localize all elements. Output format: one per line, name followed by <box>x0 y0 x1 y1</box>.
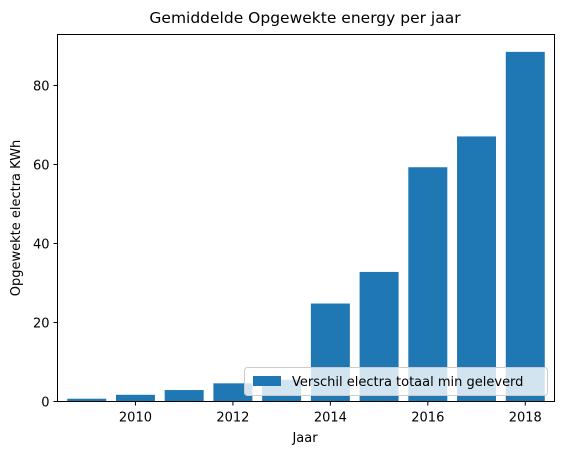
x-tick-label: 2016 <box>411 411 444 426</box>
bar-2018 <box>505 51 545 402</box>
y-tick-label: 0 <box>41 396 49 411</box>
bar-2016 <box>408 167 448 402</box>
chart-title: Gemiddelde Opgewekte energy per jaar <box>149 9 461 27</box>
legend-box <box>244 367 548 396</box>
bar-2017 <box>457 136 497 402</box>
y-tick-label: 40 <box>33 237 50 252</box>
x-tick-label: 2018 <box>509 411 542 426</box>
x-axis-label: Jaar <box>291 431 318 446</box>
x-tick-label: 2012 <box>216 411 249 426</box>
legend-label: Verschil electra totaal min geleverd <box>292 375 523 390</box>
x-tick-label: 2010 <box>119 411 152 426</box>
bars-group <box>67 51 545 402</box>
y-tick-label: 60 <box>33 158 50 173</box>
y-tick-label: 20 <box>33 316 50 331</box>
legend-swatch <box>253 376 281 386</box>
y-axis-ticks: 0 20 40 60 80 <box>33 79 58 411</box>
bar-2009 <box>67 398 107 402</box>
legend: Verschil electra totaal min geleverd <box>244 367 548 396</box>
y-tick-label: 80 <box>33 79 50 94</box>
x-axis-ticks: 2010 2012 2014 2016 2018 <box>119 401 542 426</box>
bar-2011 <box>164 390 204 402</box>
y-axis-label: Opgewekte electra KWh <box>9 140 24 297</box>
x-tick-label: 2014 <box>314 411 347 426</box>
plot-frame <box>57 34 555 402</box>
bar-2010 <box>115 394 155 402</box>
bar-2012 <box>213 383 253 402</box>
